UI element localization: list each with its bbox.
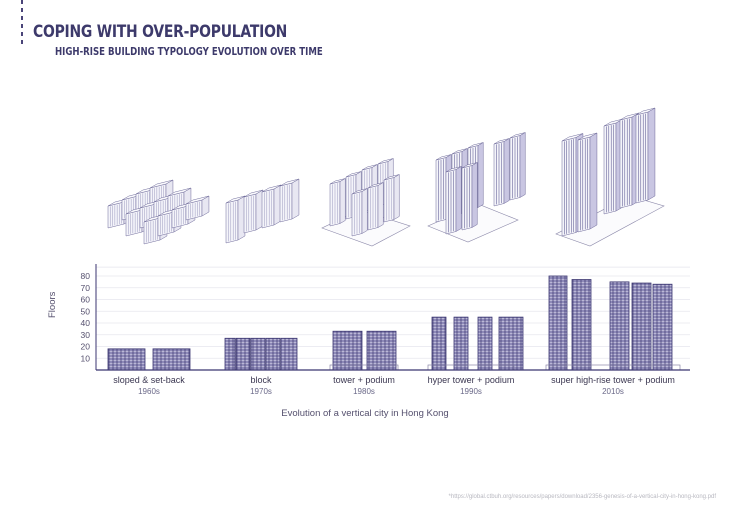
building-roof xyxy=(577,132,598,141)
bar xyxy=(280,337,298,371)
building-roof xyxy=(261,184,282,193)
bar xyxy=(265,337,281,371)
bar xyxy=(609,281,630,371)
hyper-tower xyxy=(493,138,510,207)
decade-label: 2010s xyxy=(602,387,624,396)
building-roof xyxy=(149,179,174,189)
category-label: sloped & set-back xyxy=(113,375,185,385)
category-label: super high-rise tower + podium xyxy=(551,375,675,385)
building-roof xyxy=(561,133,584,142)
page-subtitle: HIGH-RISE BUILDING TYPOLOGY EVOLUTION OV… xyxy=(55,45,323,58)
bar xyxy=(571,279,592,371)
bar xyxy=(224,337,236,371)
building-roof xyxy=(167,187,192,197)
block-tower xyxy=(261,184,282,229)
chart-caption: Evolution of a vertical city in Hong Kon… xyxy=(281,408,449,419)
decade-label: 1980s xyxy=(353,387,375,396)
bar xyxy=(250,337,266,371)
block-tower xyxy=(225,195,246,244)
building-roof xyxy=(225,195,246,204)
bar xyxy=(548,275,568,371)
building-roof xyxy=(329,178,346,185)
building-roof xyxy=(367,182,384,189)
category-label: block xyxy=(250,375,272,385)
bar xyxy=(652,283,673,371)
building-roof xyxy=(493,138,510,145)
building-roof xyxy=(351,188,368,195)
decade-label: 1960s xyxy=(138,387,160,396)
building-roof xyxy=(509,132,526,139)
building-roof xyxy=(361,164,378,171)
tower-on-podium xyxy=(367,182,384,231)
y-tick-label: 80 xyxy=(81,271,91,281)
bar xyxy=(431,316,447,371)
bar xyxy=(477,316,493,371)
y-tick-label: 20 xyxy=(81,342,91,352)
y-tick-label: 70 xyxy=(81,283,91,293)
tower-on-podium xyxy=(383,174,400,223)
bar xyxy=(152,348,191,371)
building-roof xyxy=(635,107,656,116)
y-axis-label: Floors xyxy=(47,291,58,318)
category-label: hyper tower + podium xyxy=(427,375,515,385)
category-label: tower + podium xyxy=(333,375,395,385)
bar xyxy=(631,282,652,371)
building-roof xyxy=(461,162,478,169)
building-roof xyxy=(377,158,394,165)
building-roof xyxy=(345,171,362,178)
y-tick-label: 50 xyxy=(81,306,91,316)
sloped-block-building xyxy=(185,195,210,221)
y-tick-label: 30 xyxy=(81,330,91,340)
tower-on-podium xyxy=(351,188,368,237)
y-tick-label: 40 xyxy=(81,318,91,328)
hyper-tower xyxy=(461,162,478,231)
building-roof xyxy=(619,112,640,121)
building-roof xyxy=(435,154,452,161)
bar xyxy=(366,330,397,371)
building-roof xyxy=(451,148,468,155)
building-roof xyxy=(383,174,400,181)
super-tower xyxy=(577,132,598,233)
sloped-block-building xyxy=(107,197,132,229)
building-roof xyxy=(243,189,264,198)
y-tick-label: 60 xyxy=(81,295,91,305)
bar xyxy=(235,337,251,371)
hyper-tower xyxy=(509,132,526,201)
building-roof xyxy=(185,195,210,205)
page-title: COPING WITH OVER-POPULATION xyxy=(33,22,288,42)
super-tower xyxy=(635,107,656,204)
decade-label: 1970s xyxy=(250,387,272,396)
block-tower xyxy=(243,189,264,234)
tower-on-podium xyxy=(329,178,346,227)
source-footnote: *https://global.ctbuh.org/resources/pape… xyxy=(448,494,716,500)
building-roof xyxy=(467,142,484,149)
decorative-dashed-line xyxy=(21,0,23,48)
y-tick-label: 10 xyxy=(81,353,91,363)
building-roof xyxy=(279,178,300,187)
bar xyxy=(453,316,469,371)
hyper-tower xyxy=(445,166,462,235)
decade-label: 1990s xyxy=(460,387,482,396)
block-tower xyxy=(279,178,300,223)
bar xyxy=(332,330,363,371)
building-roof xyxy=(445,166,462,173)
bar xyxy=(107,348,146,371)
bar xyxy=(498,316,524,371)
